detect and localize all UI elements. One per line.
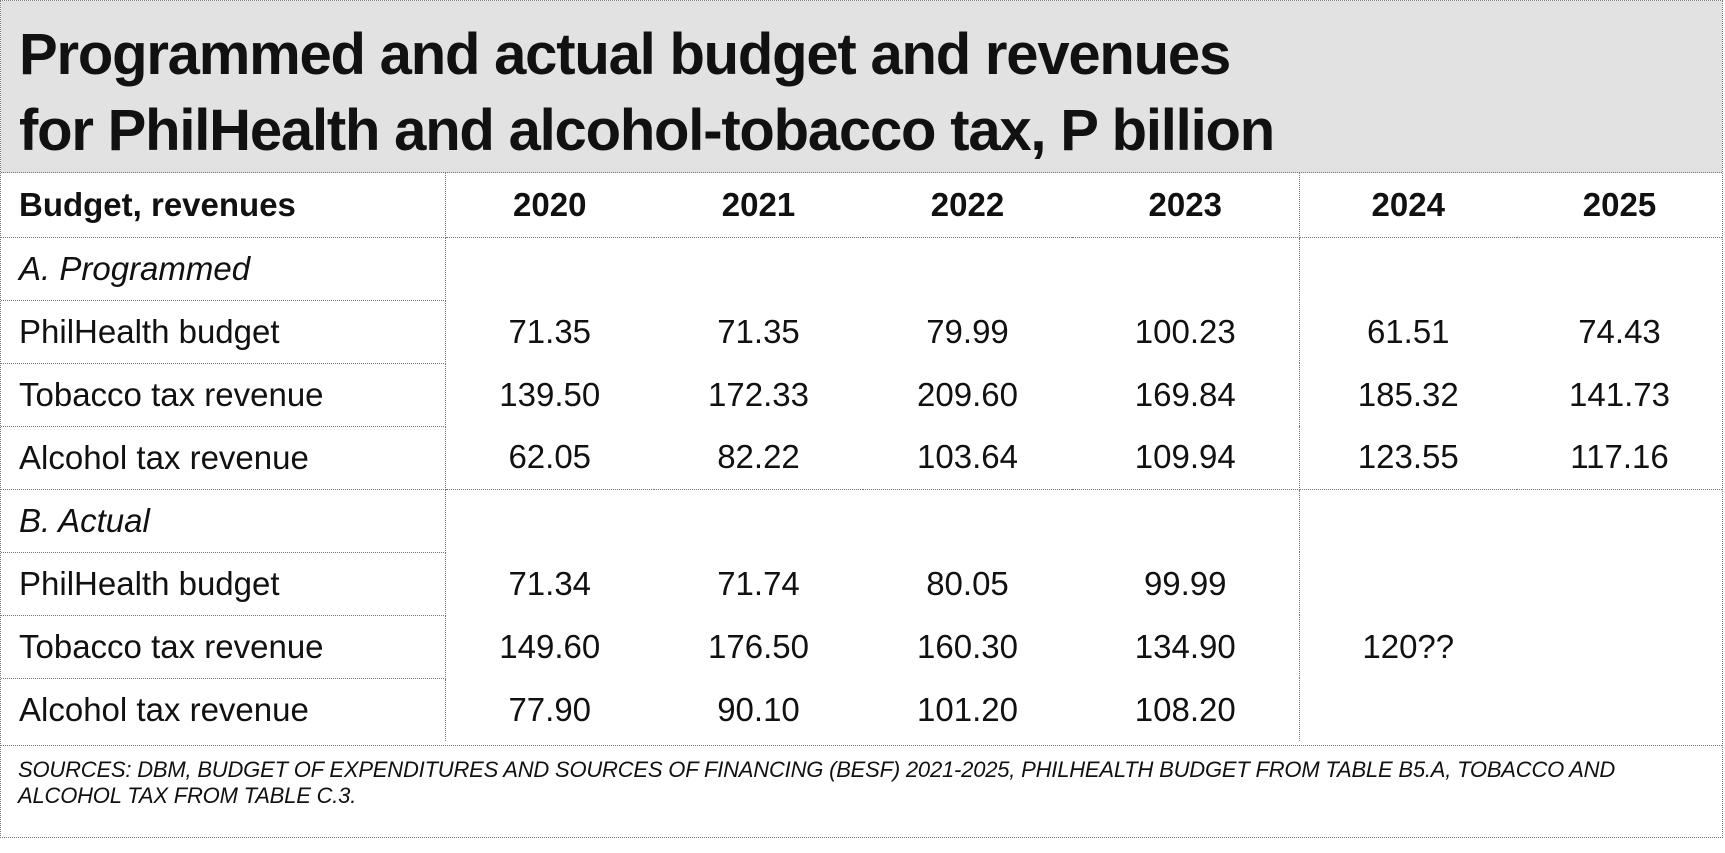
value-cell [1517, 678, 1722, 741]
value-cell: 117.16 [1517, 426, 1722, 490]
table-row: Alcohol tax revenue 62.05 82.22 103.64 109.9… [1, 426, 1722, 490]
table-row: Alcohol tax revenue 77.90 90.10 101.20 108.2… [1, 678, 1722, 741]
value-cell: 99.99 [1072, 552, 1300, 615]
value-cell: 79.99 [926, 312, 1009, 350]
page-title-line-2: for PhilHealth and alcohol-tobacco tax, … [19, 98, 1275, 163]
section-header-row: B. Actual [1, 489, 1722, 553]
empty-cell [1072, 489, 1300, 552]
empty-cell [1072, 237, 1300, 300]
empty-cell [1299, 237, 1517, 300]
value-cell: 185.32 [1357, 375, 1459, 413]
title-banner: Programmed and actual budget and revenue… [1, 1, 1722, 173]
row-label: PhilHealth budget [1, 552, 446, 616]
section-label: A. Programmed [1, 237, 446, 301]
column-header-year: 2023 [1072, 173, 1300, 238]
table-row: Tobacco tax revenue 149.60 176.50 160.30 134… [1, 615, 1722, 679]
column-header-year: 2020 [445, 173, 654, 238]
value-cell [1517, 615, 1722, 678]
value-cell [1299, 678, 1517, 741]
value-cell: 71.74 [717, 564, 800, 602]
value-cell: 82.22 [654, 426, 863, 490]
value-cell: 169.84 [1072, 363, 1300, 426]
value-cell: 74.43 [1578, 312, 1661, 350]
value-cell [1517, 552, 1722, 615]
column-header-label: Budget, revenues [1, 173, 446, 238]
value-cell: 80.05 [926, 564, 1009, 602]
value-cell: 100.23 [1072, 300, 1300, 363]
empty-cell [863, 237, 1072, 300]
empty-cell [863, 489, 1072, 552]
value-cell: 141.73 [1569, 375, 1670, 413]
empty-cell [1299, 489, 1517, 552]
row-label: Alcohol tax revenue [1, 678, 446, 741]
value-cell: 108.20 [1072, 678, 1300, 741]
table-row: PhilHealth budget 71.34 71.74 80.05 99.99 [1, 552, 1722, 616]
value-cell: 71.35 [508, 312, 592, 350]
value-cell: 103.64 [863, 426, 1072, 490]
footer-divider [1, 745, 1722, 746]
row-label: Tobacco tax revenue [1, 615, 446, 679]
value-cell: 109.94 [1072, 426, 1300, 490]
empty-cell [654, 489, 863, 552]
section-header-row: A. Programmed [1, 237, 1722, 301]
empty-cell [445, 489, 654, 552]
value-cell [1299, 552, 1517, 615]
table-row: Tobacco tax revenue 139.50 172.33 209.60 169… [1, 363, 1722, 427]
empty-cell [1517, 237, 1722, 300]
value-cell: 120?? [1362, 627, 1455, 665]
value-cell: 61.51 [1366, 312, 1450, 350]
value-cell: 172.33 [708, 375, 809, 413]
row-label: Tobacco tax revenue [1, 363, 446, 427]
sources-note: SOURCES: DBM, BUDGET OF EXPENDITURES AND… [18, 757, 1616, 808]
value-cell: 77.90 [508, 690, 592, 728]
empty-cell [445, 237, 654, 300]
column-header-year: 2025 [1517, 173, 1722, 238]
value-cell: 101.20 [917, 690, 1018, 728]
empty-cell [1517, 489, 1722, 552]
value-cell: 62.05 [445, 426, 654, 490]
row-label: Alcohol tax revenue [1, 426, 446, 490]
value-cell: 90.10 [717, 690, 800, 728]
value-cell: 209.60 [917, 375, 1018, 413]
budget-revenue-table: Budget, revenues 2020 2021 2022 2023 2024 2025… [1, 173, 1722, 741]
table-header-row: Budget, revenues 2020 2021 2022 2023 2024 2025 [1, 173, 1722, 238]
value-cell: 71.35 [717, 312, 800, 350]
value-cell: 134.90 [1072, 615, 1300, 678]
value-cell: 123.55 [1299, 426, 1517, 490]
column-header-year: 2024 [1299, 173, 1517, 238]
value-cell: 139.50 [499, 375, 601, 413]
empty-cell [654, 237, 863, 300]
row-label: PhilHealth budget [1, 300, 446, 364]
value-cell: 160.30 [917, 627, 1018, 665]
value-cell: 71.34 [508, 564, 592, 602]
page-title-line-1: Programmed and actual budget and revenue… [19, 22, 1231, 87]
value-cell: 176.50 [708, 627, 809, 665]
table-row: PhilHealth budget 71.35 71.35 79.99 100.23 61… [1, 300, 1722, 364]
column-header-year: 2022 [863, 173, 1072, 238]
column-header-year: 2021 [654, 173, 863, 238]
section-label: B. Actual [1, 489, 446, 553]
value-cell: 149.60 [499, 627, 601, 665]
